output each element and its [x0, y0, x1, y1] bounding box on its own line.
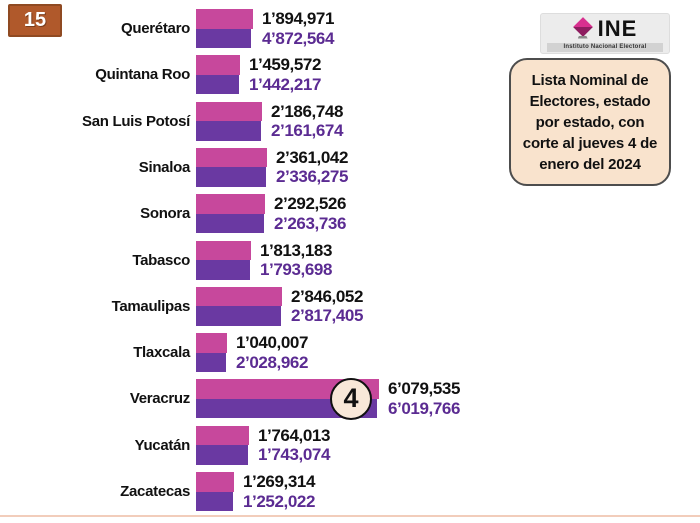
value-top: 2’846,052: [291, 286, 364, 306]
bar-bottom-purple: [196, 121, 261, 141]
value-top: 1’269,314: [243, 472, 316, 491]
value-top: 1’894,971: [262, 9, 335, 28]
value-bottom: 1’442,217: [249, 74, 322, 94]
state-label: Zacatecas: [120, 483, 190, 500]
value-top: 1’040,007: [236, 333, 309, 353]
state-label: Quintana Roo: [95, 66, 190, 84]
value-labels: 1’764,013 1’743,074: [258, 426, 330, 465]
bar-top-pink: [196, 425, 249, 446]
value-bottom: 2’028,962: [236, 352, 309, 372]
ine-logo-text: INE: [597, 15, 638, 41]
state-label: Querétaro: [121, 20, 190, 37]
bar-bottom-purple: [196, 260, 250, 280]
value-labels: 2’186,748 2’161,674: [271, 102, 343, 141]
note-line: por estado, con: [535, 113, 645, 131]
chart-row: Tabasco 1’813,183 1’793,698: [0, 240, 700, 280]
note-line: enero del 2024: [539, 155, 641, 173]
chart-row: Veracruz 6’079,535 6’019,766 4: [0, 377, 700, 420]
rank-badge: 4: [330, 377, 372, 420]
bar-top-pink: [196, 333, 227, 353]
value-top: 1’459,572: [249, 55, 322, 75]
chart-row: Querétaro 1’894,971 4’872,564: [0, 9, 700, 48]
value-labels: 1’040,007 2’028,962: [236, 333, 308, 372]
state-label: Tlaxcala: [133, 344, 190, 362]
chart-row: Tlaxcala 1’040,007 2’028,962: [0, 333, 700, 373]
bar-top-pink: [196, 101, 262, 122]
bar-top-pink: [196, 194, 265, 214]
chart-row: San Luis Potosí 2’186,748 2’161,674: [0, 101, 700, 141]
value-labels: 2’361,042 2’336,275: [276, 148, 348, 187]
value-labels: 2’846,052 2’817,405: [291, 287, 363, 326]
value-labels: 6’079,535 6’019,766: [388, 379, 460, 418]
state-label: Sinaloa: [138, 158, 191, 176]
value-bottom: 1’793,698: [260, 260, 333, 279]
chart-row: Quintana Roo 1’459,572 1’442,217: [0, 55, 700, 95]
bar-bottom-purple: [196, 306, 281, 326]
chart-row: Zacatecas 1’269,314 1’252,022: [0, 472, 700, 511]
chart-row: Yucatán 1’764,013 1’743,074: [0, 425, 700, 465]
value-top: 1’764,013: [258, 425, 331, 445]
bar-bottom-purple: [196, 445, 248, 465]
bar-top-pink: [196, 147, 267, 168]
value-bottom: 2’263,736: [274, 213, 347, 233]
bar-top-pink: [196, 240, 251, 260]
page-number: 15: [23, 9, 47, 31]
note-line: Lista Nominal de: [531, 71, 649, 89]
ine-logo-top: INE: [572, 15, 638, 42]
note-line: corte al jueves 4 de: [522, 134, 658, 152]
value-bottom: 4’872,564: [262, 28, 335, 48]
value-labels: 1’813,183 1’793,698: [260, 241, 332, 280]
chart-row: Sinaloa 2’361,042 2’336,275: [0, 147, 700, 187]
value-bottom: 2’817,405: [291, 306, 364, 326]
bar-bottom-purple: [196, 352, 226, 373]
chart-row: Tamaulipas 2’846,052 2’817,405: [0, 286, 700, 326]
state-label: Tamaulipas: [111, 297, 191, 315]
value-top: 2’292,526: [274, 194, 347, 214]
value-top: 2’361,042: [276, 147, 349, 167]
note-box: Lista Nominal de Electores, estado por est…: [509, 58, 671, 186]
state-label: Sonora: [140, 205, 190, 223]
value-bottom: 2’161,674: [271, 121, 344, 141]
ine-diamond-icon: [572, 16, 593, 40]
bottom-divider: [0, 515, 700, 517]
value-top: 6’079,535: [388, 379, 461, 399]
value-labels: 1’894,971 4’872,564: [262, 9, 334, 48]
value-labels: 1’459,572 1’442,217: [249, 55, 321, 94]
bar-bottom-purple: [196, 28, 251, 48]
value-top: 1’813,183: [260, 240, 333, 260]
value-bottom: 1’252,022: [243, 491, 316, 511]
page-number-badge: 15: [8, 4, 62, 37]
bar-bottom-purple: [196, 491, 233, 511]
bar-top-pink: [196, 55, 240, 75]
value-bottom: 2’336,275: [276, 167, 349, 187]
value-top: 2’186,748: [271, 101, 344, 121]
bar-bottom-purple: [196, 167, 266, 187]
state-label: Yucatán: [134, 436, 191, 454]
ine-logo-subtitle: Instituto Nacional Electoral: [547, 42, 663, 52]
state-label: Veracruz: [129, 390, 190, 408]
bar-bottom-purple: [196, 213, 264, 234]
state-label: San Luis Potosí: [81, 112, 190, 130]
bar-bottom-purple: [196, 74, 239, 95]
chart-row: Sonora 2’292,526 2’263,736: [0, 194, 700, 234]
bar-top-pink: [196, 472, 234, 492]
value-labels: 2’292,526 2’263,736: [274, 194, 346, 233]
bar-top-pink: [196, 286, 282, 307]
note-line: Electores, estado: [529, 92, 651, 110]
bar-top-pink: [196, 9, 253, 29]
value-bottom: 6’019,766: [388, 398, 461, 418]
ine-logo: INE Instituto Nacional Electoral: [540, 13, 670, 54]
value-bottom: 1’743,074: [258, 445, 331, 465]
value-labels: 1’269,314 1’252,022: [243, 472, 315, 511]
state-label: Tabasco: [132, 251, 190, 269]
